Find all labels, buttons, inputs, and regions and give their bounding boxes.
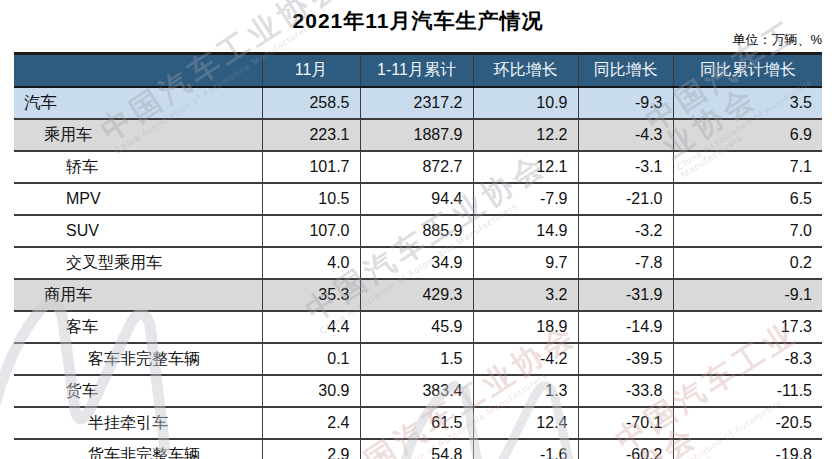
header-row: 11月 1-11月累计 环比增长 同比增长 同比累计增长 — [14, 54, 822, 88]
cell-value: 872.7 — [360, 151, 473, 183]
col-header-yoy-ytd-growth: 同比累计增长 — [673, 54, 822, 88]
cell-value: 94.4 — [360, 183, 473, 215]
cell-value: 45.9 — [360, 311, 473, 343]
cell-value: -7.8 — [578, 247, 673, 279]
cell-value: 3.5 — [673, 87, 822, 119]
row-label: 货车非完整车辆 — [14, 439, 262, 459]
cell-value: 10.9 — [473, 87, 578, 119]
table-row-bus-incomplete: 客车非完整车辆 0.1 1.5 -4.2 -39.5 -8.3 — [14, 343, 822, 375]
cell-value: 35.3 — [262, 279, 360, 311]
cell-value: 1887.9 — [360, 119, 473, 151]
table-row-sedan: 轿车 101.7 872.7 12.1 -3.1 7.1 — [14, 151, 822, 183]
cell-value: -9.1 — [673, 279, 822, 311]
cell-value: 0.1 — [262, 343, 360, 375]
row-label: MPV — [14, 183, 262, 215]
table-row-truck-incomplete: 货车非完整车辆 2.9 54.8 -1.6 -60.2 -19.8 — [14, 439, 822, 459]
cell-value: 4.4 — [262, 311, 360, 343]
col-header-month: 11月 — [262, 54, 360, 88]
cell-value: 429.3 — [360, 279, 473, 311]
cell-value: 3.2 — [473, 279, 578, 311]
cell-value: 2.9 — [262, 439, 360, 459]
cell-value: -1.6 — [473, 439, 578, 459]
cell-value: -4.2 — [473, 343, 578, 375]
cell-value: 2.4 — [262, 407, 360, 439]
cell-value: -3.1 — [578, 151, 673, 183]
cell-value: -19.8 — [673, 439, 822, 459]
row-label: SUV — [14, 215, 262, 247]
cell-value: 0.2 — [673, 247, 822, 279]
table-row-suv: SUV 107.0 885.9 14.9 -3.2 7.0 — [14, 215, 822, 247]
cell-value: -33.8 — [578, 375, 673, 407]
cell-value: 61.5 — [360, 407, 473, 439]
cell-value: -21.0 — [578, 183, 673, 215]
cell-value: -39.5 — [578, 343, 673, 375]
cell-value: -14.9 — [578, 311, 673, 343]
cell-value: 54.8 — [360, 439, 473, 459]
cell-value: -7.9 — [473, 183, 578, 215]
cell-value: 9.7 — [473, 247, 578, 279]
cell-value: 383.4 — [360, 375, 473, 407]
cell-value: 2317.2 — [360, 87, 473, 119]
cell-value: -8.3 — [673, 343, 822, 375]
cell-value: 14.9 — [473, 215, 578, 247]
cell-value: 30.9 — [262, 375, 360, 407]
row-label: 商用车 — [14, 279, 262, 311]
table-row-commercial: 商用车 35.3 429.3 3.2 -31.9 -9.1 — [14, 279, 822, 311]
col-header-mom-growth: 环比增长 — [473, 54, 578, 88]
cell-value: 6.9 — [673, 119, 822, 151]
cell-value: 17.3 — [673, 311, 822, 343]
row-label: 半挂牵引车 — [14, 407, 262, 439]
table-row-crossover: 交叉型乘用车 4.0 34.9 9.7 -7.8 0.2 — [14, 247, 822, 279]
cell-value: 6.5 — [673, 183, 822, 215]
cell-value: 7.1 — [673, 151, 822, 183]
col-header-ytd: 1-11月累计 — [360, 54, 473, 88]
cell-value: 885.9 — [360, 215, 473, 247]
cell-value: 4.0 — [262, 247, 360, 279]
table-row-semi-trailer: 半挂牵引车 2.4 61.5 12.4 -70.1 -20.5 — [14, 407, 822, 439]
cell-value: 1.5 — [360, 343, 473, 375]
production-table: 11月 1-11月累计 环比增长 同比增长 同比累计增长 汽车 258.5 23… — [14, 52, 822, 459]
cell-value: -11.5 — [673, 375, 822, 407]
cell-value: 101.7 — [262, 151, 360, 183]
cell-value: 258.5 — [262, 87, 360, 119]
col-header-yoy-growth: 同比增长 — [578, 54, 673, 88]
cell-value: 12.1 — [473, 151, 578, 183]
cell-value: 7.0 — [673, 215, 822, 247]
row-label: 客车非完整车辆 — [14, 343, 262, 375]
row-label: 交叉型乘用车 — [14, 247, 262, 279]
cell-value: -4.3 — [578, 119, 673, 151]
table-row-total: 汽车 258.5 2317.2 10.9 -9.3 3.5 — [14, 87, 822, 119]
row-label: 货车 — [14, 375, 262, 407]
table-row-bus: 客车 4.4 45.9 18.9 -14.9 17.3 — [14, 311, 822, 343]
table-row-passenger: 乘用车 223.1 1887.9 12.2 -4.3 6.9 — [14, 119, 822, 151]
row-label: 轿车 — [14, 151, 262, 183]
row-label: 汽车 — [14, 87, 262, 119]
cell-value: 107.0 — [262, 215, 360, 247]
col-header-category — [14, 54, 262, 88]
row-label: 乘用车 — [14, 119, 262, 151]
row-label: 客车 — [14, 311, 262, 343]
cell-value: -70.1 — [578, 407, 673, 439]
page-title: 2021年11月汽车生产情况 — [14, 7, 822, 35]
cell-value: 18.9 — [473, 311, 578, 343]
cell-value: 223.1 — [262, 119, 360, 151]
cell-value: 1.3 — [473, 375, 578, 407]
cell-value: -60.2 — [578, 439, 673, 459]
cell-value: -31.9 — [578, 279, 673, 311]
cell-value: 34.9 — [360, 247, 473, 279]
table-row-truck: 货车 30.9 383.4 1.3 -33.8 -11.5 — [14, 375, 822, 407]
cell-value: 10.5 — [262, 183, 360, 215]
cell-value: -20.5 — [673, 407, 822, 439]
cell-value: -3.2 — [578, 215, 673, 247]
cell-value: -9.3 — [578, 87, 673, 119]
unit-note: 单位：万辆、% — [732, 31, 822, 49]
table-row-mpv: MPV 10.5 94.4 -7.9 -21.0 6.5 — [14, 183, 822, 215]
cell-value: 12.2 — [473, 119, 578, 151]
cell-value: 12.4 — [473, 407, 578, 439]
